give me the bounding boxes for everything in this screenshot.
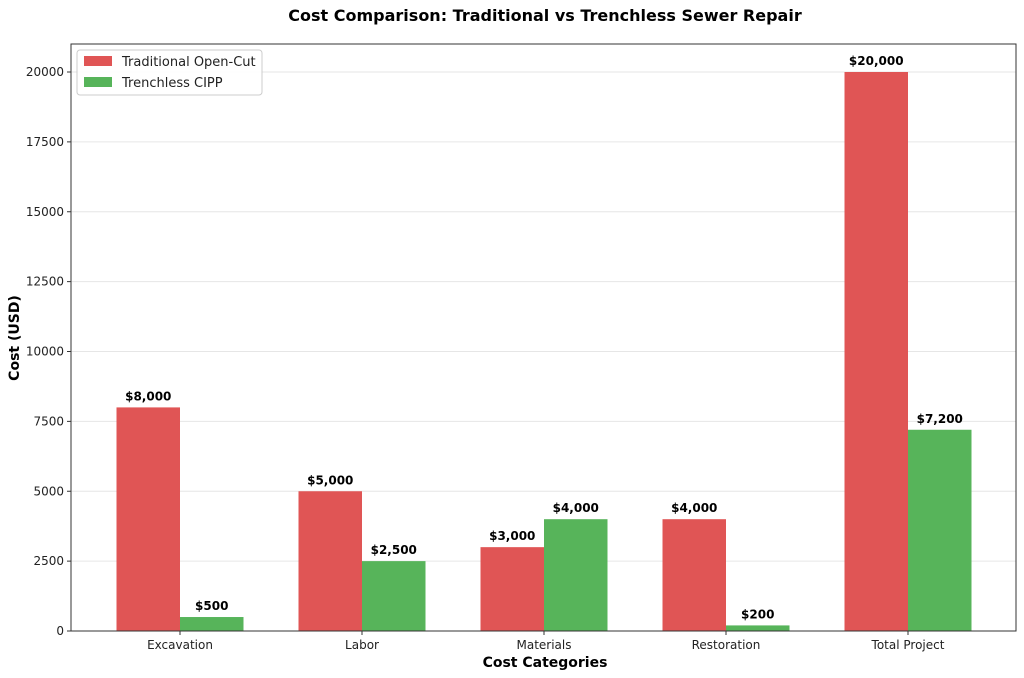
x-axis-ticks: Excavation Labor Materials Restoration Total… — [147, 631, 945, 652]
bar-traditional — [844, 72, 908, 631]
legend: Traditional Open-Cut Trenchless CIPP — [76, 49, 263, 96]
chart-title: Cost Comparison: Traditional vs Trenchle… — [288, 6, 802, 25]
data-label: $4,000 — [671, 501, 717, 515]
x-tick-label: Labor — [345, 638, 379, 652]
legend-swatch — [84, 56, 112, 66]
y-tick-label: 2500 — [33, 554, 64, 568]
bar-trenchless — [908, 429, 972, 631]
bar-traditional — [298, 491, 362, 631]
bar-trenchless — [544, 519, 608, 631]
legend-label: Trenchless CIPP — [121, 76, 223, 91]
bar-traditional — [662, 519, 726, 631]
y-tick-label: 5000 — [33, 484, 64, 498]
legend-label: Traditional Open-Cut — [121, 55, 256, 70]
data-label: $4,000 — [553, 501, 599, 515]
x-tick-label: Restoration — [692, 638, 761, 652]
legend-swatch — [84, 77, 112, 87]
y-tick-label: 17500 — [26, 135, 64, 149]
x-tick-label: Total Project — [871, 638, 945, 652]
data-label: $5,000 — [307, 473, 353, 487]
y-axis-ticks: 0 2500 5000 7500 10000 12500 15000 17500 20000 — [26, 65, 71, 638]
legend-frame — [76, 49, 263, 96]
x-axis-title: Cost Categories — [483, 655, 608, 671]
bar-traditional — [116, 407, 180, 631]
y-tick-label: 20000 — [26, 65, 64, 79]
y-axis-title: Cost (USD) — [7, 295, 23, 381]
data-label: $200 — [741, 607, 774, 621]
x-tick-label: Materials — [516, 638, 571, 652]
data-labels: $8,000 $500 $5,000 $2,500 $3,000 $4,000 $4,000… — [125, 54, 963, 621]
data-label: $3,000 — [489, 529, 535, 543]
data-label: $2,500 — [371, 543, 417, 557]
y-tick-label: 7500 — [33, 414, 64, 428]
y-tick-label: 0 — [56, 624, 64, 638]
y-tick-label: 10000 — [26, 345, 64, 359]
bar-trenchless — [362, 561, 426, 631]
bar-traditional — [480, 547, 544, 631]
gridlines — [71, 71, 1016, 562]
bar-trenchless — [726, 625, 790, 631]
data-label: $500 — [195, 599, 228, 613]
bars — [116, 72, 972, 631]
y-tick-label: 12500 — [26, 275, 64, 289]
data-label: $20,000 — [849, 54, 904, 68]
x-tick-label: Excavation — [147, 638, 213, 652]
data-label: $8,000 — [125, 389, 171, 403]
y-tick-label: 15000 — [26, 205, 64, 219]
bar-trenchless — [180, 617, 244, 631]
data-label: $7,200 — [917, 412, 963, 426]
